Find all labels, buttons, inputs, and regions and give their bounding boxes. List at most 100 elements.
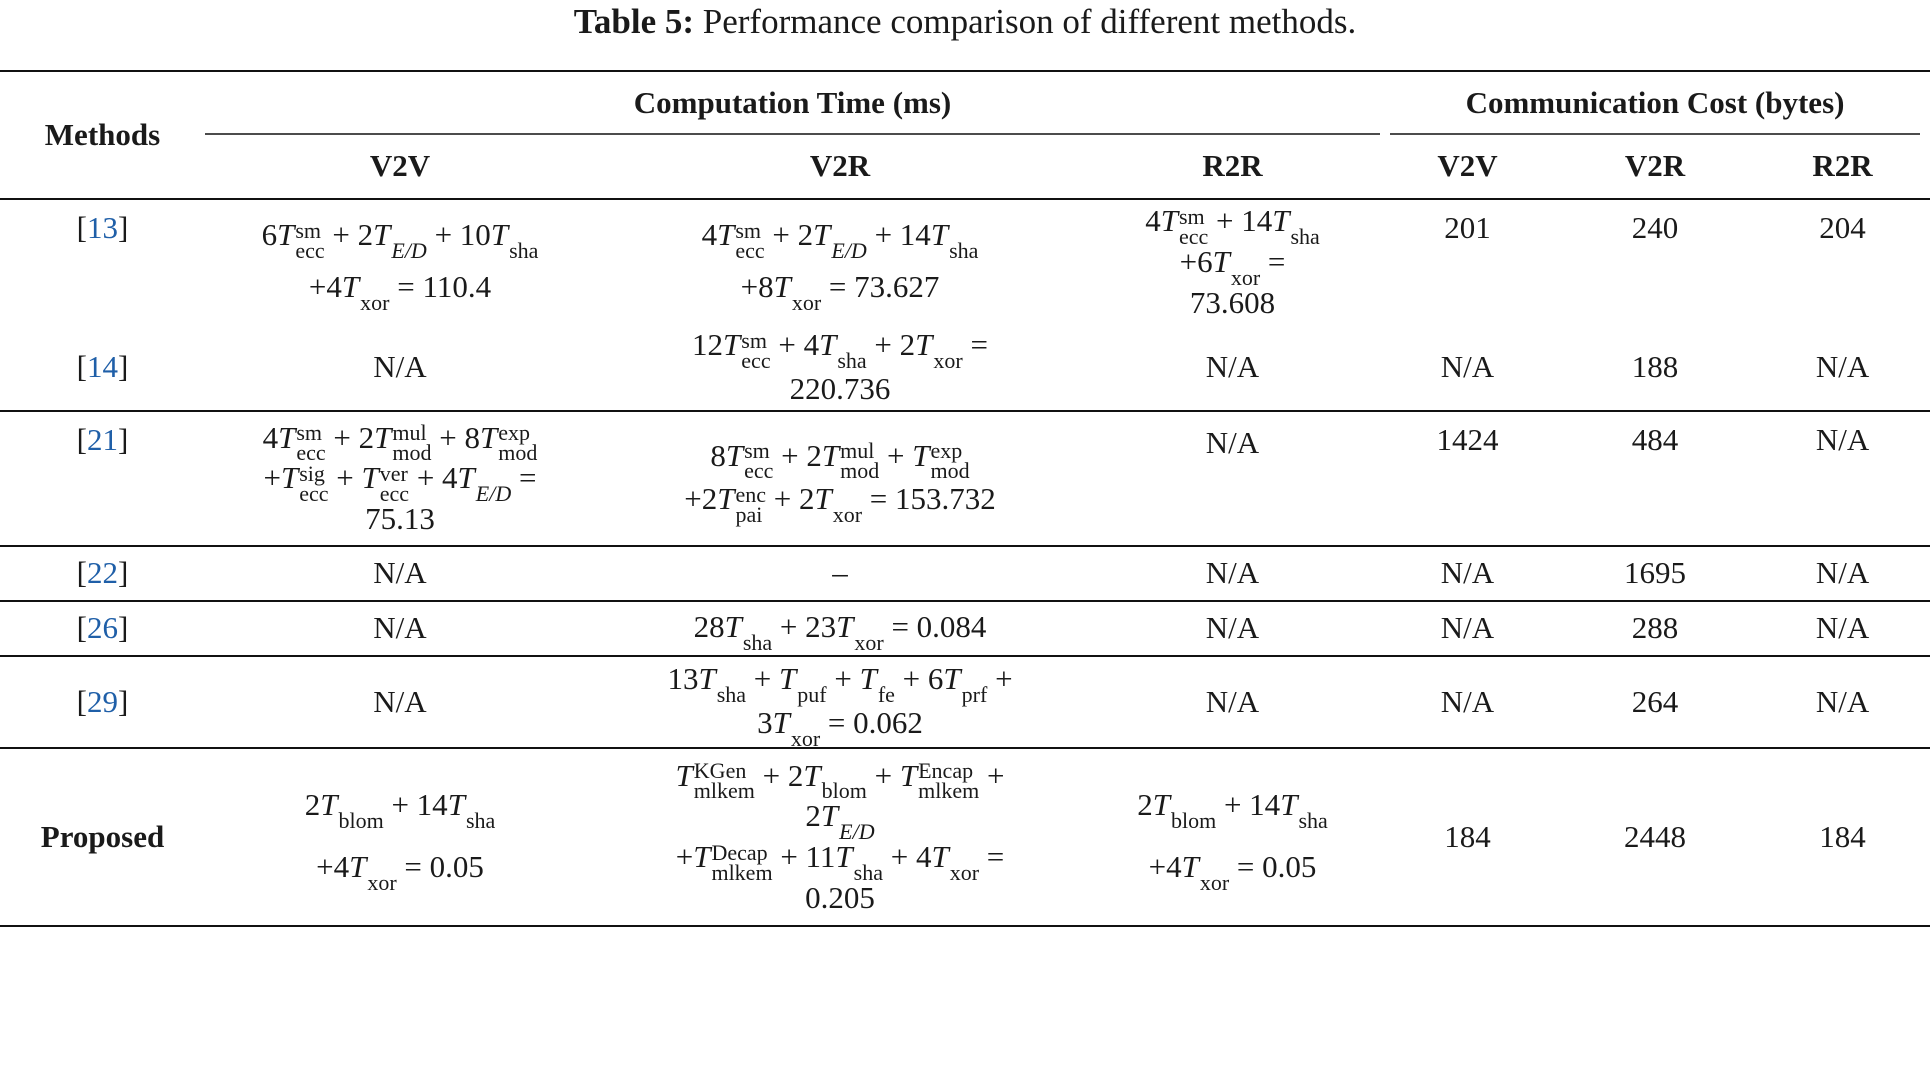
formula-line: N/A [1205,424,1260,460]
formula-line: 13T sha + T puf + T fe + 6T prf + [667,661,1013,707]
table-row: [26] N/A 28T sha + 23T xor = 0.084 N/A N/A 28… [0,601,1930,656]
formula-line: +8T xor = 73.627 [740,269,940,315]
communication-r2r-cell: 204 [1819,210,1866,245]
formula-line: 220.736 [789,370,891,406]
formula-line: N/A [373,683,427,719]
subheader-comm-v2r: V2R [1624,148,1686,183]
subheader-comp-v2r: V2R [809,148,871,183]
computation-v2r-cell: – [595,546,1085,601]
subheader-comm-v2v: V2V [1437,148,1498,183]
method-cell: [21] [76,421,129,457]
communication-v2r-cell: 484 [1631,421,1679,457]
computation-v2v-cell: N/A [205,324,595,411]
formula-line: 3T xor = 0.062 [757,704,923,751]
computation-v2r-cell: 12T sm ecc + 4T sha + 2T xor = 220.736 [595,324,1085,411]
formula-line: 75.13 [365,501,435,537]
formula-line: N/A [1205,348,1260,384]
communication-r2r-cell: N/A [1815,421,1870,457]
communication-v2r-cell: 288 [1631,610,1679,646]
table-row: [29] N/A 13T sha + T puf + T fe + 6T prf +… [0,656,1930,751]
communication-r2r-cell: N/A [1815,348,1870,384]
communication-v2r-cell: 1695 [1624,555,1686,591]
computation-r2r-cell: N/A [1085,411,1380,546]
computation-v2r-cell: T KGen mlkem + 2T blom + T Encap mlkem +2T E… [595,748,1085,926]
table-body: [13] 6T sm ecc + 2T E/D + 10T sha +4T xor = … [0,199,1930,926]
table-row: [22] N/A – N/A N/A 1695 N/A [0,546,1930,601]
computation-v2v-cell: N/A [205,601,595,656]
formula-line: 4T sm ecc + 14T sha [1145,203,1320,249]
formula-line: 28T sha + 23T xor = 0.084 [693,609,987,656]
formula-line: N/A [373,610,427,646]
method-cell: [14] [76,348,129,384]
method-cell: [22] [76,555,129,591]
communication-v2r-cell: 2448 [1624,818,1686,854]
computation-v2v-cell: 2T blom + 14T sha +4T xor = 0.05 [205,748,595,926]
performance-table: Methods Computation Time (ms) Communicat… [0,70,1930,927]
communication-v2r-cell: 188 [1631,348,1679,384]
communication-v2v-cell: N/A [1440,555,1495,591]
formula-line: 6T sm ecc + 2T E/D + 10T sha [261,217,539,263]
method-cell: Proposed [0,748,205,926]
communication-v2v-cell: 1424 [1436,421,1499,457]
subheader-comp-r2r: R2R [1202,148,1263,183]
communication-r2r-cell: N/A [1815,683,1870,719]
citation-link[interactable]: 13 [87,210,118,245]
computation-r2r-cell: N/A [1085,601,1380,656]
computation-v2v-cell: N/A [205,546,595,601]
communication-v2v-cell: N/A [1440,348,1495,384]
communication-v2v-cell: 201 [1444,210,1491,245]
formula-line: +T Decap mlkem + 11T sha + 4T xor = [675,839,1005,886]
formula-line: N/A [1205,683,1260,719]
header-communication-cost: Communication Cost (bytes) [1465,85,1845,120]
formula-line: 12T sm ecc + 4T sha + 2T xor = [692,327,988,373]
formula-line: – [832,555,848,591]
computation-v2v-cell: N/A [205,656,595,748]
table-row: [14] N/A 12T sm ecc + 4T sha + 2T xor = 220.7… [0,324,1930,411]
communication-r2r-cell: N/A [1815,555,1870,591]
formula-line: N/A [1205,610,1260,646]
citation-link[interactable]: 22 [87,555,118,591]
computation-r2r-cell: 2T blom + 14T sha +4T xor = 0.05 [1085,748,1380,926]
caption-label: Table 5: [573,2,695,41]
table-row: [13] 6T sm ecc + 2T E/D + 10T sha +4T xor = … [0,199,1930,324]
caption-text: Performance comparison of different meth… [702,2,1357,41]
subheader-comp-v2v: V2V [369,148,431,183]
computation-r2r-cell: N/A [1085,656,1380,748]
formula-line: 4T sm ecc + 2T E/D + 14T sha [701,217,979,263]
communication-v2v-cell: N/A [1440,683,1495,719]
computation-v2r-cell: 4T sm ecc + 2T E/D + 14T sha +8T xor = 73.6… [595,199,1085,324]
citation-link[interactable]: 14 [87,348,118,384]
formula-line: 2T E/D [805,798,875,845]
formula-line: +4T xor = 110.4 [308,269,492,315]
computation-r2r-cell: N/A [1085,546,1380,601]
citation-link[interactable]: 21 [87,421,118,457]
computation-r2r-cell: 4T sm ecc + 14T sha +6T xor = 73.608 [1085,199,1380,324]
formula-line: 4T sm ecc + 2T mul mod + 8T exp mod [262,419,538,466]
header-computation-time: Computation Time (ms) [633,85,952,120]
formula-line: 2T blom + 14T sha [304,787,496,833]
header-methods: Methods [0,71,205,200]
computation-v2r-cell: 13T sha + T puf + T fe + 6T prf +3T xor … [595,656,1085,751]
formula-line: +2T enc pai + 2T xor = 153.732 [684,481,996,528]
formula-line: 2T blom + 14T sha [1137,787,1328,833]
citation-link[interactable]: 29 [87,683,118,719]
computation-v2v-cell: 4T sm ecc + 2T mul mod + 8T exp mod +T sig ecc + … [205,411,595,546]
method-label: Proposed [40,818,165,854]
method-cell: [29] [76,683,129,719]
formula-line: N/A [373,348,427,384]
computation-v2v-cell: 6T sm ecc + 2T E/D + 10T sha +4T xor = 110.… [205,199,595,324]
subheader-comm-r2r: R2R [1812,148,1873,183]
communication-r2r-cell: N/A [1815,610,1870,646]
formula-line: +6T xor = [1179,244,1286,290]
communication-v2v-cell: 184 [1444,818,1491,854]
communication-v2r-cell: 264 [1631,683,1679,719]
formula-line: T KGen mlkem + 2T blom + T Encap mlkem + [675,757,1005,804]
formula-line: 73.608 [1189,284,1276,320]
formula-line: N/A [373,555,427,591]
method-cell: [26] [76,610,129,646]
citation-link[interactable]: 26 [87,610,118,646]
communication-r2r-cell: 184 [1819,818,1866,854]
